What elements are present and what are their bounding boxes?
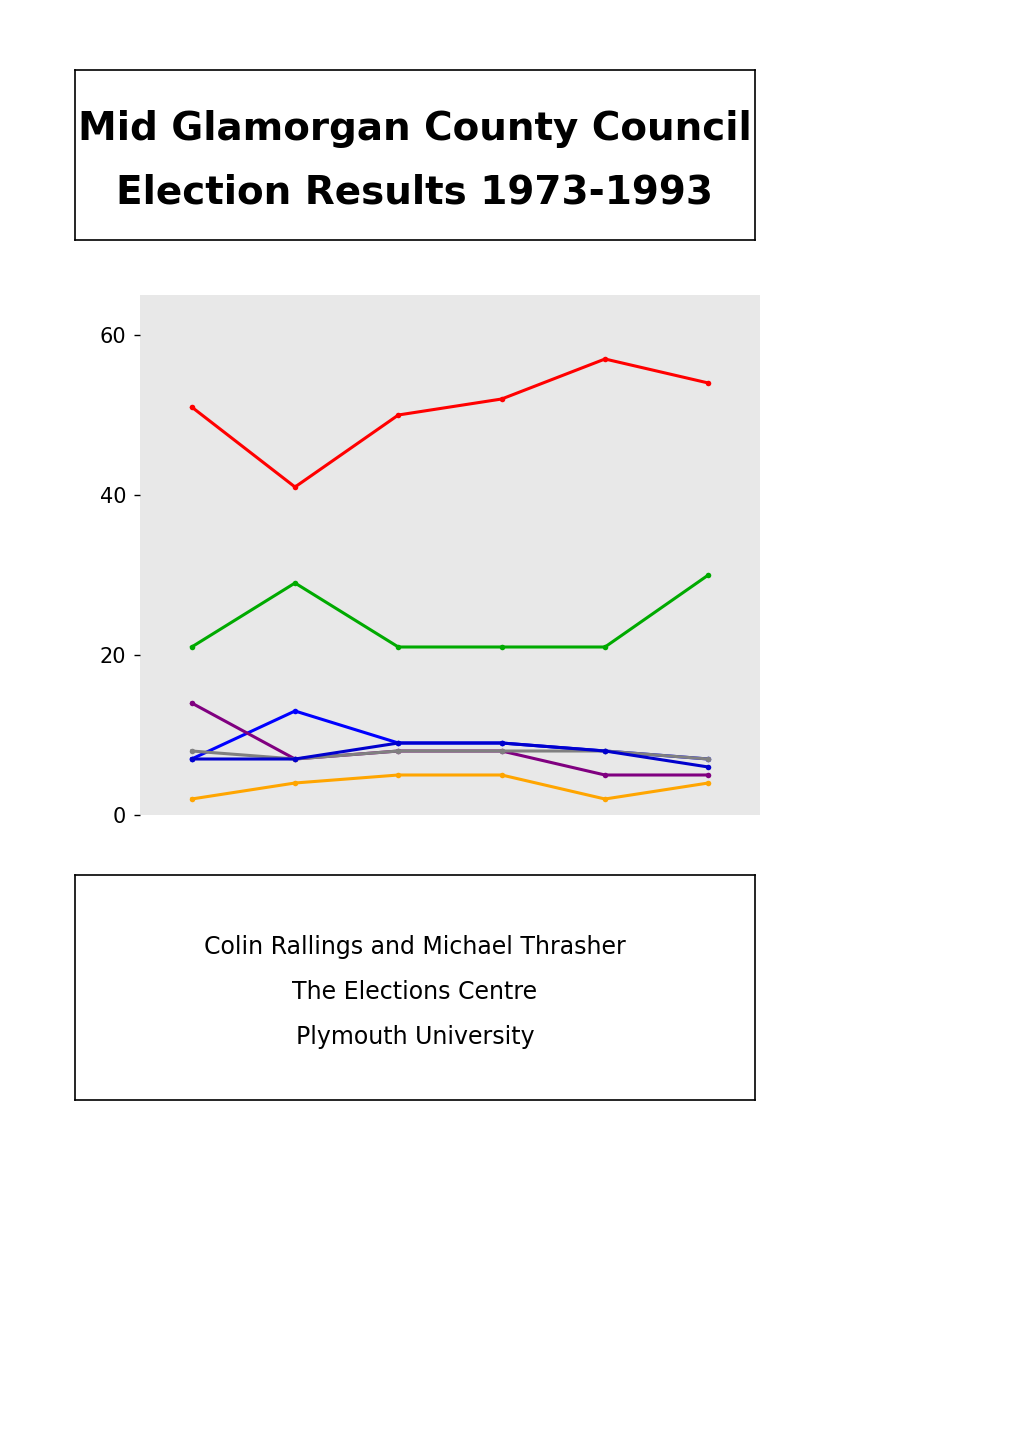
Text: Mid Glamorgan County Council: Mid Glamorgan County Council [78, 111, 751, 149]
Text: Colin Rallings and Michael Thrasher: Colin Rallings and Michael Thrasher [204, 934, 626, 959]
Text: Election Results 1973-1993: Election Results 1973-1993 [116, 173, 713, 212]
Text: The Elections Centre: The Elections Centre [292, 981, 537, 1004]
Text: Plymouth University: Plymouth University [296, 1025, 534, 1048]
